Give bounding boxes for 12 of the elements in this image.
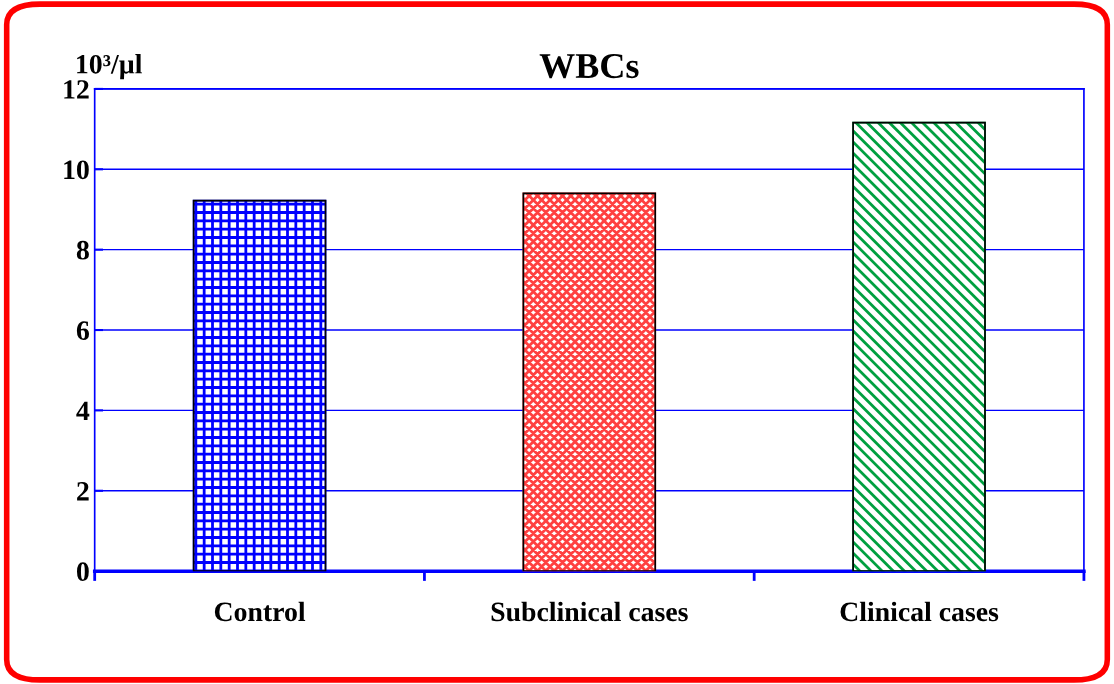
y-tick-label: 0 xyxy=(77,562,89,582)
y-tick-label: 8 xyxy=(76,240,89,260)
x-tick-label: Subclinical cases xyxy=(491,601,688,622)
x-tick-label: Clinical cases xyxy=(840,601,999,622)
y-tick-label: 6 xyxy=(76,321,90,340)
y-axis-title: 10³/µl xyxy=(77,54,142,80)
y-tick-label: 4 xyxy=(76,401,90,421)
x-tick-label: Control xyxy=(214,601,306,622)
y-tick-label: 12 xyxy=(64,80,89,99)
y-tick-label: 10 xyxy=(64,160,89,180)
y-tick-label: 2 xyxy=(77,482,89,501)
chart-title: WBCs xyxy=(539,53,639,79)
